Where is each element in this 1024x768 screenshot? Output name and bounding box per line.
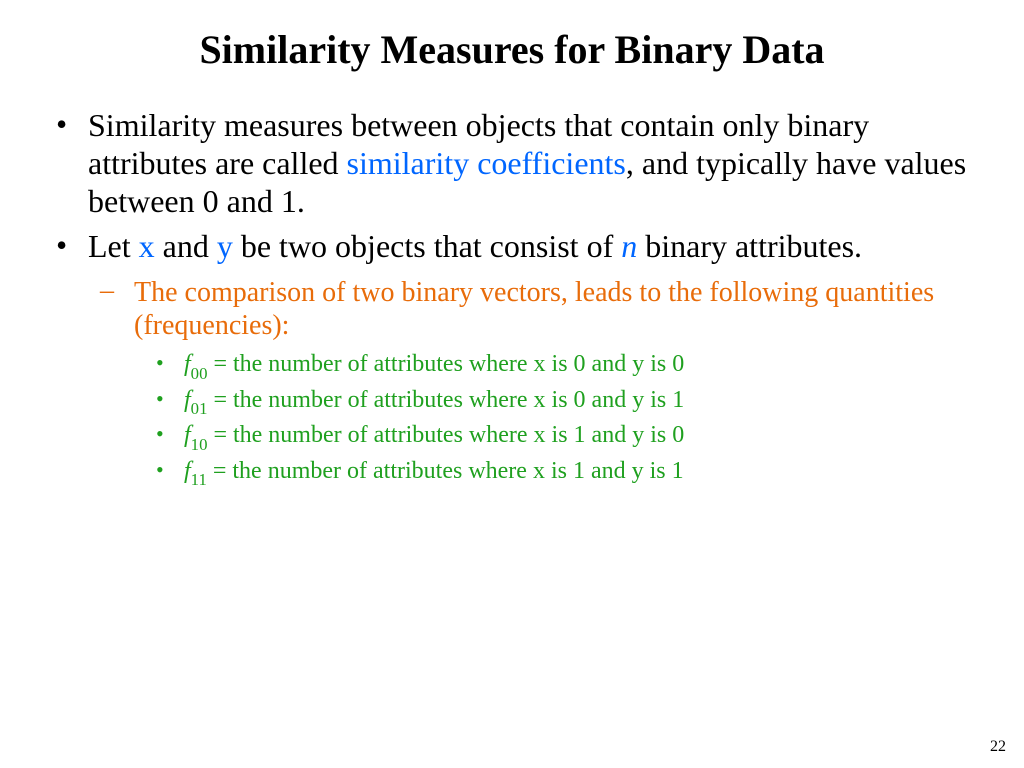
f00-sym: f — [184, 351, 191, 377]
f11-eq: = the number of attributes where x is 1 … — [207, 458, 684, 484]
bullet-1: Similarity measures between objects that… — [88, 107, 974, 220]
bullet2-x: x — [139, 228, 155, 264]
bullet2-p3: be two objects that consist of — [233, 228, 621, 264]
freq-item-0: f00 = the number of attributes where x i… — [184, 350, 974, 382]
f11-sub: 11 — [191, 470, 207, 489]
bullet-list-level2: The comparison of two binary vectors, le… — [88, 276, 974, 489]
bullet1-term: similarity coefficients — [347, 145, 626, 181]
f11-sym: f — [184, 458, 191, 484]
freq-item-3: f11 = the number of attributes where x i… — [184, 457, 974, 489]
bullet2-p2: and — [155, 228, 217, 264]
f00-eq: = the number of attributes where x is 0 … — [207, 351, 684, 377]
freq-item-2: f10 = the number of attributes where x i… — [184, 421, 974, 453]
f01-sym: f — [184, 387, 191, 413]
sub1-text: The comparison of two binary vectors, le… — [134, 277, 934, 341]
sub-bullet-1: The comparison of two binary vectors, le… — [134, 276, 974, 489]
bullet2-p1: Let — [88, 228, 139, 264]
slide: Similarity Measures for Binary Data Simi… — [0, 0, 1024, 768]
slide-title: Similarity Measures for Binary Data — [50, 26, 974, 73]
f00-sub: 00 — [191, 364, 208, 383]
f10-sym: f — [184, 422, 191, 448]
bullet-2: Let x and y be two objects that consist … — [88, 228, 974, 488]
f10-eq: = the number of attributes where x is 1 … — [207, 422, 684, 448]
bullet-list-level1: Similarity measures between objects that… — [50, 107, 974, 489]
f01-eq: = the number of attributes where x is 0 … — [207, 387, 684, 413]
freq-item-1: f01 = the number of attributes where x i… — [184, 386, 974, 418]
bullet2-y: y — [217, 228, 233, 264]
page-number: 22 — [990, 738, 1006, 756]
bullet2-p4: binary attributes. — [637, 228, 862, 264]
bullet-list-level3: f00 = the number of attributes where x i… — [134, 350, 974, 488]
f01-sub: 01 — [191, 399, 208, 418]
bullet2-n: n — [621, 228, 637, 264]
f10-sub: 10 — [191, 435, 208, 454]
